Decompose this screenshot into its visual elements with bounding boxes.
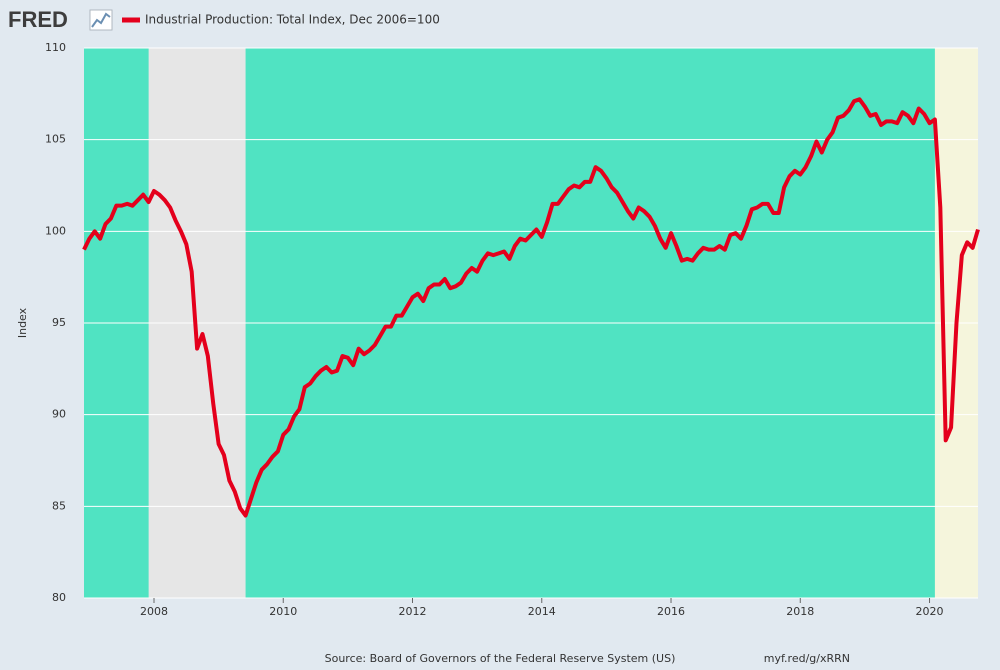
logo: FRED	[8, 7, 68, 32]
x-tick-label: 2020	[916, 605, 944, 618]
x-tick-label: 2018	[786, 605, 814, 618]
x-tick-label: 2008	[140, 605, 168, 618]
source: Source: Board of Governors of the Federa…	[325, 652, 676, 665]
x-tick-label: 2016	[657, 605, 685, 618]
link: myf.red/g/xRRN	[764, 652, 850, 665]
y-axis-label: Index	[16, 307, 29, 338]
y-tick-label: 100	[45, 224, 66, 237]
y-tick-label: 85	[52, 499, 66, 512]
legend-label: Industrial Production: Total Index, Dec …	[145, 13, 440, 27]
line	[82, 97, 980, 518]
logo-icon	[89, 9, 113, 31]
y-tick-label: 80	[52, 591, 66, 604]
x-tick-label: 2014	[528, 605, 556, 618]
y-tick-label: 95	[52, 316, 66, 329]
x-tick-label: 2010	[269, 605, 297, 618]
y-tick-label: 105	[45, 133, 66, 146]
y-tick-label: 90	[52, 408, 66, 421]
y-tick-label: 110	[45, 41, 66, 54]
x-tick-label: 2012	[399, 605, 427, 618]
